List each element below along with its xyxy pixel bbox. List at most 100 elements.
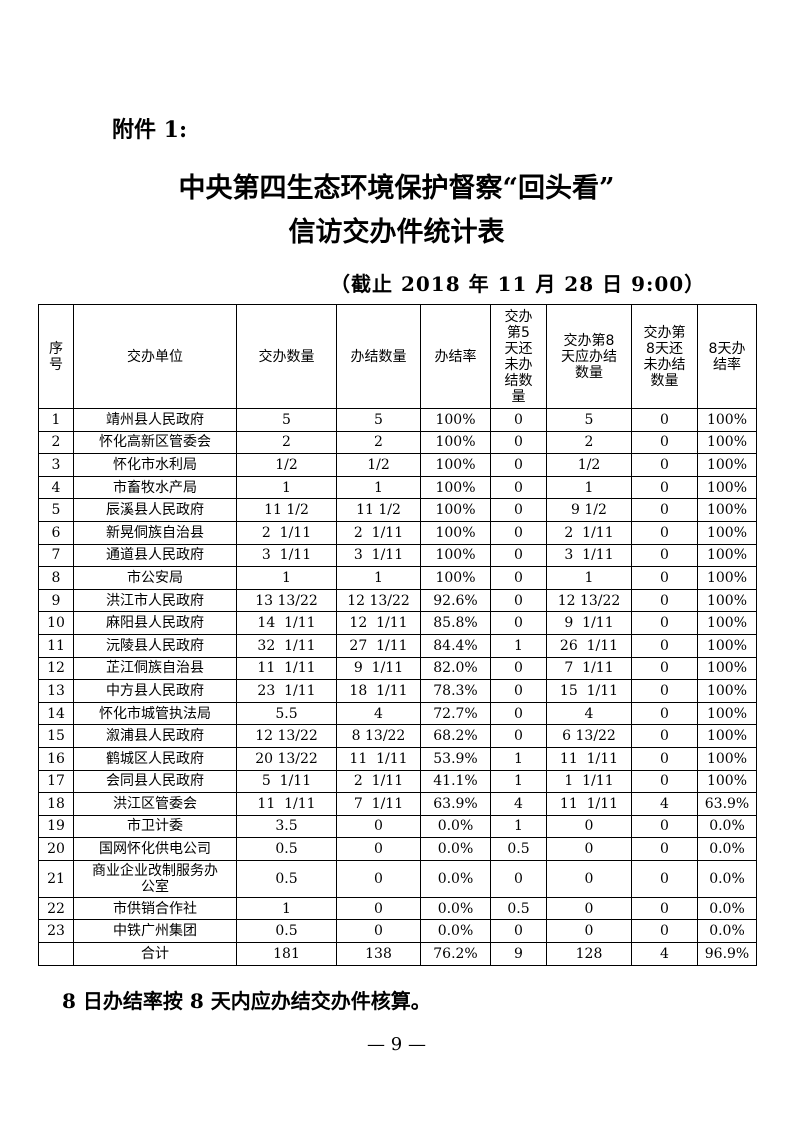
- table-row: 15 溆浦县人民政府 12 13/22 8 13/22 68.2% 0 6 13/22 0 10…: [38, 724, 757, 748]
- table-cell: 6: [38, 520, 74, 545]
- table-cell: 9 1/2: [546, 498, 632, 522]
- column-header: 交办第8天应办结数量: [546, 304, 632, 409]
- table-cell: 100%: [697, 724, 757, 748]
- column-header: 8天办结率: [697, 304, 757, 409]
- table-cell: 63.9%: [697, 792, 757, 816]
- table-cell: 0: [631, 498, 698, 522]
- table-cell: 0: [631, 430, 698, 455]
- column-header: 交办单位: [73, 304, 237, 409]
- table-cell: 2 1/11: [336, 769, 421, 794]
- table-header-row: 序号 交办单位 交办数量 办结数量 办结率 交办第5天还未办结数量 交办第8天应办结数量 交办…: [38, 304, 757, 409]
- table-cell: 1/2: [336, 453, 421, 477]
- table-cell: 11 1/2: [236, 498, 337, 522]
- table-cell: 11: [38, 633, 74, 658]
- table-cell: 5 1/11: [236, 769, 337, 794]
- table-cell: 0.0%: [420, 919, 491, 944]
- table-cell: 1: [490, 633, 547, 658]
- table-cell: 100%: [697, 679, 757, 703]
- total-row: 合计 181 138 76.2% 9 128 4 96.9%: [38, 942, 757, 966]
- table-cell: 72.7%: [420, 701, 491, 726]
- table-cell: 5: [546, 408, 632, 432]
- table-cell: 100%: [697, 656, 757, 681]
- table-cell: 0.5: [236, 837, 337, 861]
- table-cell: 0: [631, 543, 698, 568]
- table-cell: 0: [631, 724, 698, 748]
- table-cell: 0.0%: [420, 814, 491, 839]
- table-row: 7 通道县人民政府 3 1/11 3 1/11 100% 0 3 1/11 0 100%: [38, 543, 757, 568]
- unit-name-cell: 芷江侗族自治县: [73, 656, 237, 681]
- table-cell: 0.0%: [420, 896, 491, 921]
- table-cell: 76.2%: [420, 942, 491, 966]
- table-cell: 0: [631, 656, 698, 681]
- table-cell: 3: [38, 453, 74, 477]
- table-row: 10 麻阳县人民政府 14 1/11 12 1/11 85.8% 0 9 1/11 0 100%: [38, 611, 757, 635]
- table-cell: 100%: [697, 453, 757, 477]
- table-cell: 0: [631, 588, 698, 613]
- table-row: 1 靖州县人民政府 5 5 100% 0 5 0 100%: [38, 408, 757, 432]
- table-cell: 100%: [420, 453, 491, 477]
- column-header: 交办数量: [236, 304, 337, 409]
- table-cell: 0.0%: [697, 859, 757, 898]
- table-cell: 27 1/11: [336, 633, 421, 658]
- table-cell: 0.0%: [697, 919, 757, 944]
- table-cell: 4: [631, 942, 698, 966]
- table-cell: 11 1/11: [546, 792, 632, 816]
- table-cell: 78.3%: [420, 679, 491, 703]
- unit-name-cell: 怀化市水利局: [73, 453, 237, 477]
- table-cell: 0: [631, 475, 698, 500]
- table-cell: 0: [631, 633, 698, 658]
- table-cell: 100%: [697, 769, 757, 794]
- table-row: 8 市公安局 1 1 100% 0 1 0 100%: [38, 566, 757, 590]
- table-cell: 12 13/22: [236, 724, 337, 748]
- page-number: — 9 —: [367, 1034, 426, 1055]
- table-row: 19 市卫计委 3.5 0 0.0% 1 0 0 0.0%: [38, 814, 757, 839]
- unit-name-cell: 辰溪县人民政府: [73, 498, 237, 522]
- table-cell: 2 1/11: [546, 520, 632, 545]
- table-cell: 8: [38, 566, 74, 590]
- table-cell: 11 1/11: [336, 746, 421, 771]
- column-header: 办结数量: [336, 304, 421, 409]
- table-row: 12 芷江侗族自治县 11 1/11 9 1/11 82.0% 0 7 1/11 0 100%: [38, 656, 757, 681]
- table-cell: 0.5: [236, 919, 337, 944]
- table-cell: 0: [336, 919, 421, 944]
- table-cell: 21: [38, 859, 74, 898]
- table-cell: 0: [631, 746, 698, 771]
- table-cell: 82.0%: [420, 656, 491, 681]
- unit-name-cell: 新晃侗族自治县: [73, 520, 237, 545]
- column-header: 序号: [38, 304, 74, 409]
- unit-name-cell: 通道县人民政府: [73, 543, 237, 568]
- unit-name-cell: 鹤城区人民政府: [73, 746, 237, 771]
- table-cell: 0: [490, 701, 547, 726]
- table-cell: 0.0%: [420, 859, 491, 898]
- table-cell: 100%: [697, 475, 757, 500]
- table-cell: 0: [336, 837, 421, 861]
- table-cell: 20 13/22: [236, 746, 337, 771]
- table-cell: 0.5: [490, 896, 547, 921]
- table-row: 5 辰溪县人民政府 11 1/2 11 1/2 100% 0 9 1/2 0 100%: [38, 498, 757, 522]
- table-cell: 100%: [420, 543, 491, 568]
- table-cell: 9 1/11: [336, 656, 421, 681]
- table-cell: 1/2: [236, 453, 337, 477]
- table-cell: 1: [490, 814, 547, 839]
- column-header: 办结率: [420, 304, 491, 409]
- table-cell: 5.5: [236, 701, 337, 726]
- table-cell: 23: [38, 919, 74, 944]
- table-cell: 7 1/11: [336, 792, 421, 816]
- table-cell: 9: [38, 588, 74, 613]
- table-cell: 0: [490, 475, 547, 500]
- footnote: 8 日办结率按 8 天内应办结交办件核算。: [62, 989, 431, 1013]
- table-cell: 100%: [697, 566, 757, 590]
- table-cell: 13 13/22: [236, 588, 337, 613]
- date-note: （截止 2018 年 11 月 28 日 9:00）: [330, 272, 706, 296]
- statistics-table: 序号 交办单位 交办数量 办结数量 办结率 交办第5天还未办结数量 交办第8天应办结数量 交办…: [38, 304, 757, 966]
- table-cell: 0: [631, 408, 698, 432]
- table-cell: 0: [546, 814, 632, 839]
- unit-name-cell: 怀化高新区管委会: [73, 430, 237, 455]
- table-cell: 0: [490, 430, 547, 455]
- table-cell: 1: [490, 746, 547, 771]
- table-cell: 100%: [420, 475, 491, 500]
- table-cell: 1: [236, 566, 337, 590]
- table-cell: 96.9%: [697, 942, 757, 966]
- table-cell: 100%: [420, 520, 491, 545]
